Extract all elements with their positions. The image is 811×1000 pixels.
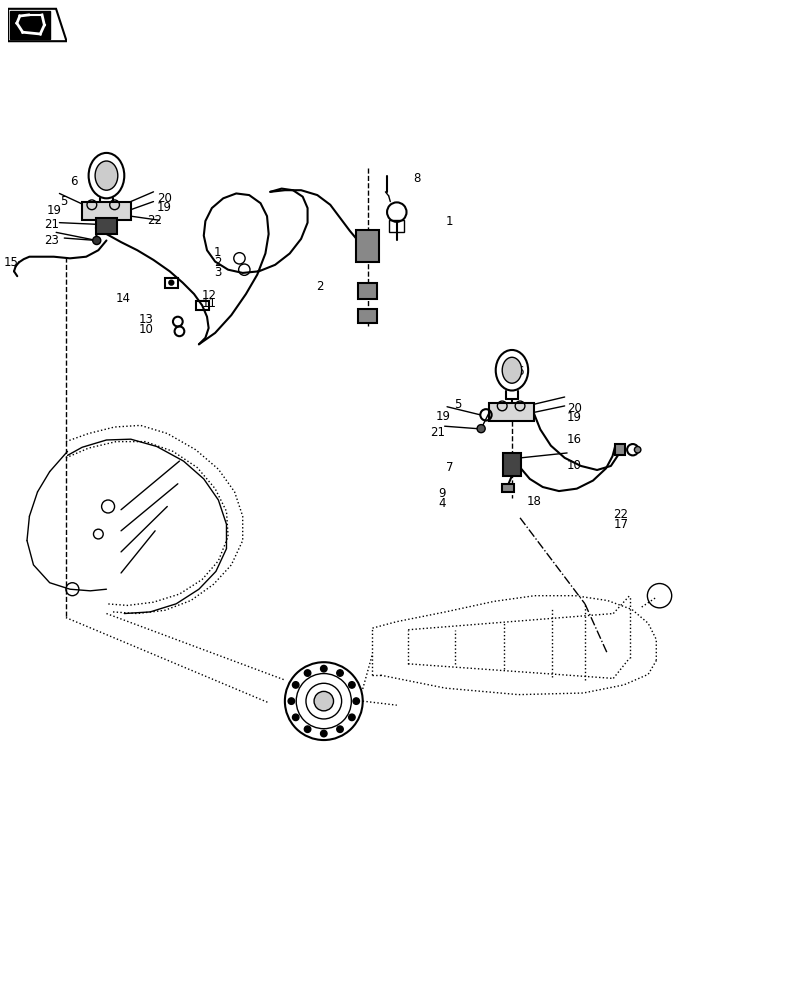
Text: 5: 5	[60, 195, 67, 208]
Text: 23: 23	[45, 234, 59, 247]
Text: 10: 10	[139, 323, 153, 336]
Circle shape	[337, 726, 343, 732]
Circle shape	[348, 714, 354, 721]
Ellipse shape	[95, 161, 118, 190]
Text: 16: 16	[566, 433, 581, 446]
Ellipse shape	[501, 357, 521, 383]
Text: 3: 3	[214, 266, 221, 279]
Circle shape	[292, 682, 298, 688]
Polygon shape	[11, 11, 50, 39]
Circle shape	[92, 236, 101, 245]
Text: 11: 11	[202, 297, 217, 310]
Circle shape	[633, 446, 640, 453]
Text: 19: 19	[157, 201, 171, 214]
Text: 7: 7	[445, 461, 453, 474]
Circle shape	[169, 280, 174, 285]
Bar	[356, 230, 379, 262]
Bar	[501, 484, 513, 492]
Circle shape	[320, 665, 327, 672]
Text: 1: 1	[214, 246, 221, 259]
Bar	[165, 278, 178, 288]
Text: 2: 2	[214, 256, 221, 269]
Text: 20: 20	[157, 192, 171, 205]
Bar	[489, 403, 533, 421]
Text: 6: 6	[71, 175, 78, 188]
Text: 21: 21	[45, 218, 59, 231]
Text: 8: 8	[413, 172, 420, 185]
Text: 9: 9	[437, 487, 445, 500]
Text: 22: 22	[612, 508, 628, 521]
Text: 19: 19	[566, 411, 581, 424]
Bar	[195, 301, 208, 310]
Bar	[358, 283, 377, 299]
Text: 20: 20	[566, 402, 581, 415]
Bar	[96, 218, 117, 234]
Text: 12: 12	[202, 289, 217, 302]
Text: 10: 10	[566, 459, 581, 472]
Text: 21: 21	[430, 426, 445, 439]
Bar	[358, 309, 377, 323]
Text: 14: 14	[116, 292, 131, 305]
Circle shape	[288, 698, 294, 704]
Bar	[614, 444, 624, 455]
Bar	[502, 453, 520, 476]
Text: 15: 15	[4, 256, 19, 269]
Bar	[389, 220, 404, 232]
Text: 18: 18	[526, 495, 541, 508]
Text: 1: 1	[445, 215, 453, 228]
Text: 4: 4	[437, 497, 445, 510]
Text: 19: 19	[436, 410, 451, 423]
Circle shape	[337, 670, 343, 676]
Circle shape	[314, 691, 333, 711]
Circle shape	[477, 425, 485, 433]
Text: 17: 17	[612, 518, 628, 531]
Bar	[82, 202, 131, 220]
Text: 2: 2	[316, 280, 324, 293]
Text: 6: 6	[515, 365, 523, 378]
Circle shape	[292, 714, 298, 721]
Circle shape	[304, 670, 311, 676]
Circle shape	[348, 682, 354, 688]
Circle shape	[353, 698, 359, 704]
Text: 22: 22	[147, 214, 162, 227]
Circle shape	[320, 730, 327, 737]
Text: 19: 19	[47, 204, 62, 217]
Text: 13: 13	[139, 313, 153, 326]
Text: 5: 5	[453, 398, 461, 411]
Circle shape	[304, 726, 311, 732]
